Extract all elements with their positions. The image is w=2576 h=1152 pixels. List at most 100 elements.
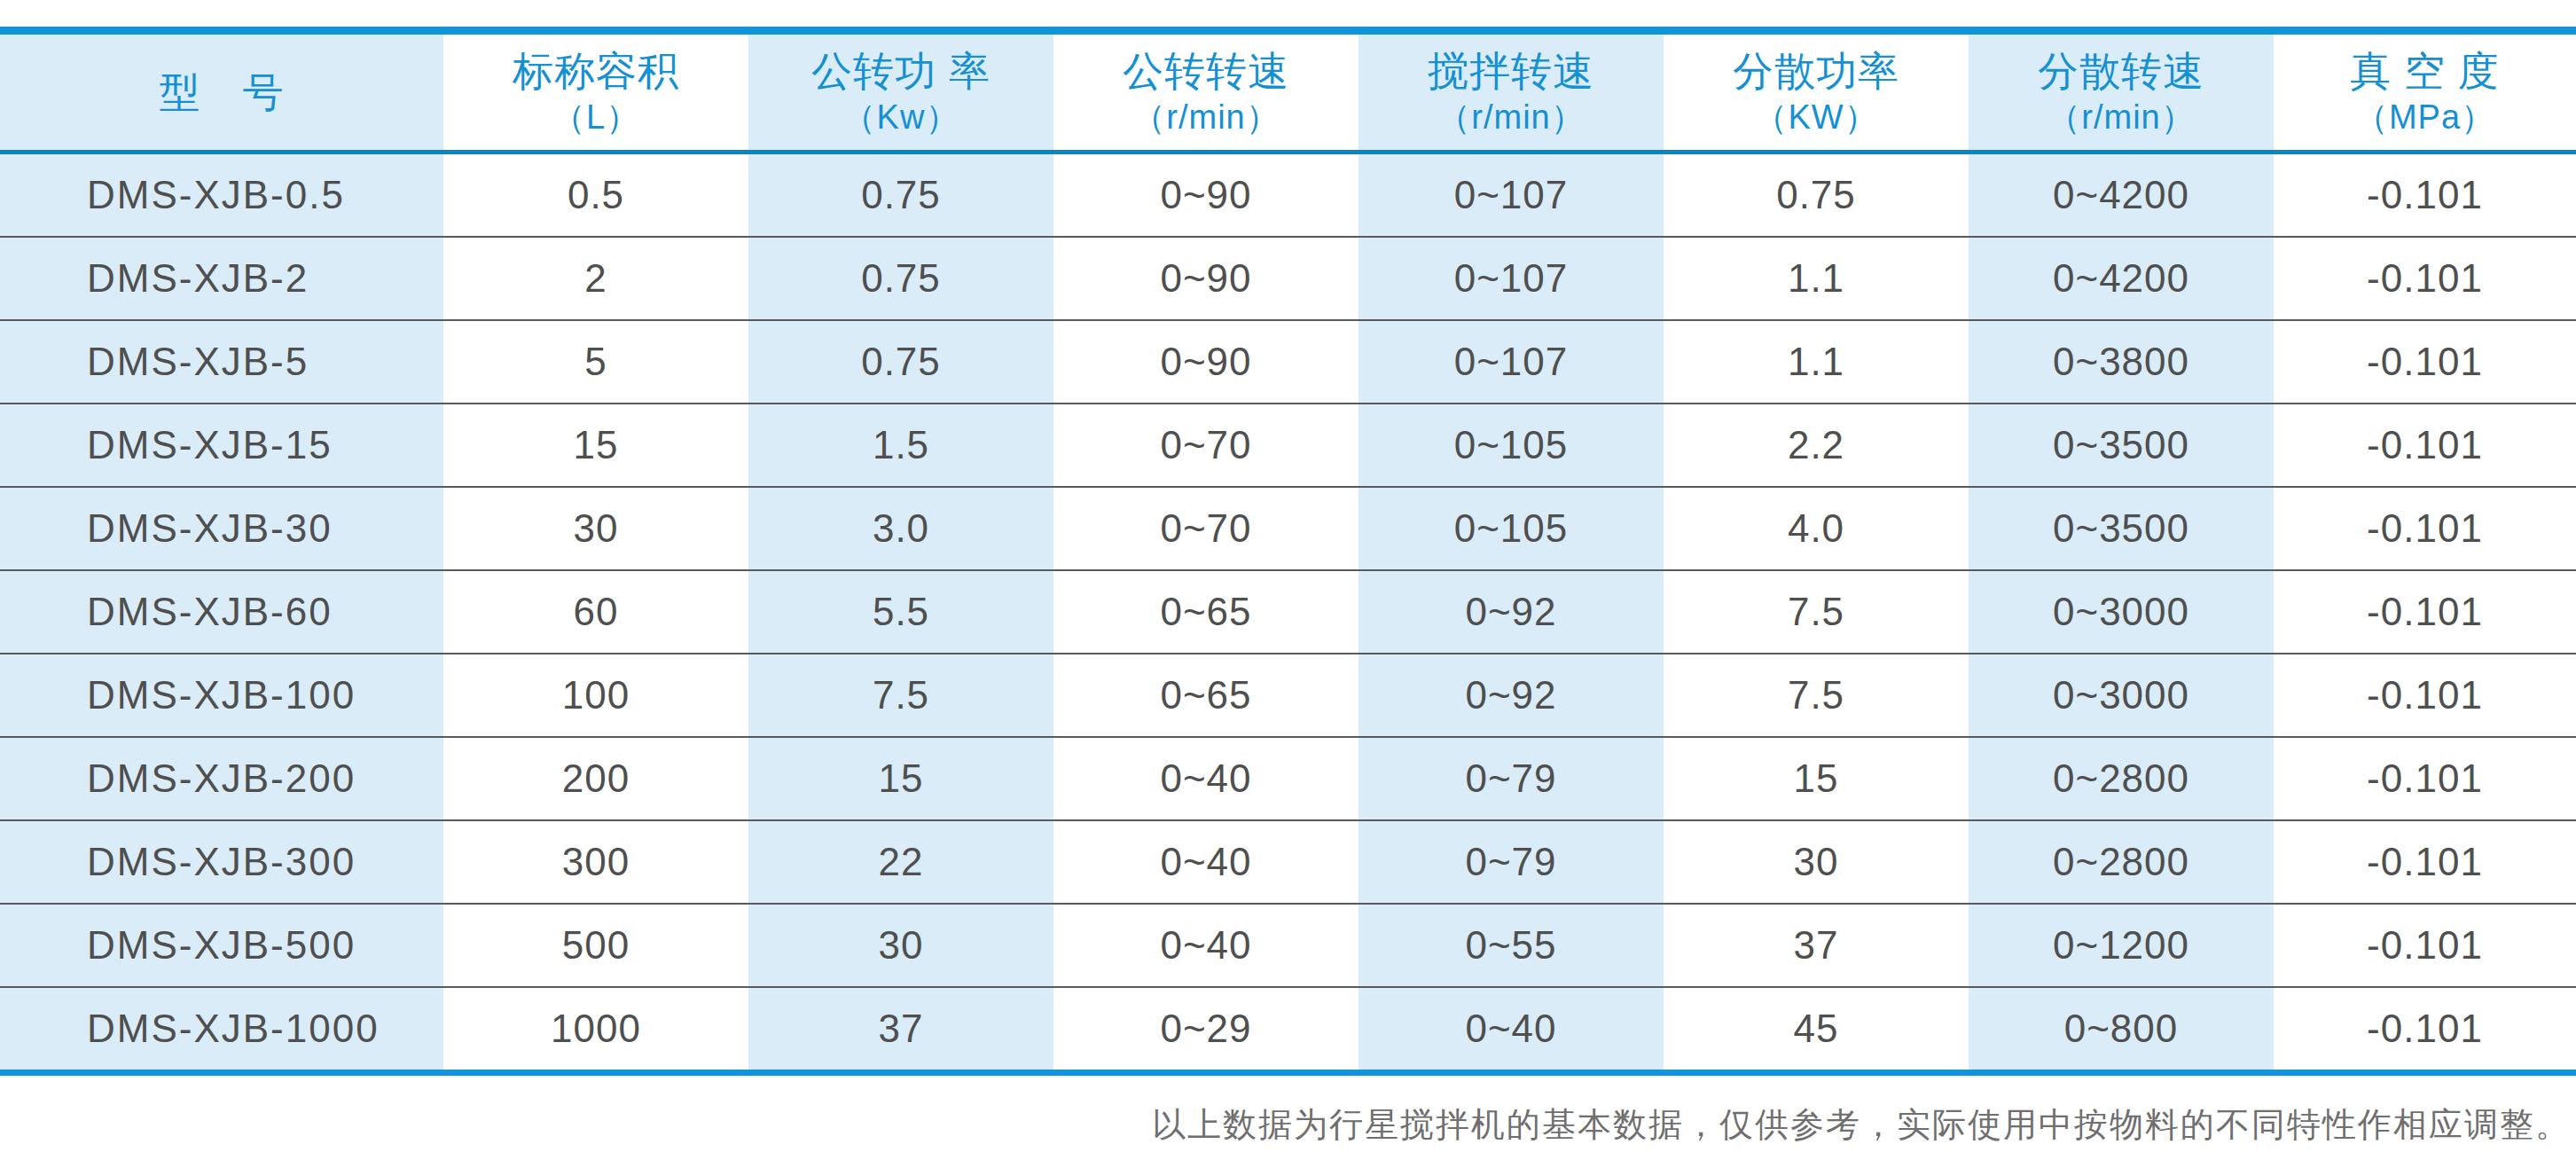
value-cell: -0.101 [2274,238,2576,319]
value-cell: 0~105 [1358,404,1664,486]
model-cell: DMS-XJB-300 [0,821,443,903]
planetary-mixer-spec-table: 型 号标称容积（L）公转功 率（Kw）公转转速（r/min）搅拌转速（r/min… [0,27,2576,1076]
column-header: 分散转速 （r/min） [1969,35,2274,150]
value-cell: 500 [443,905,748,986]
table-row: DMS-XJB-10001000370~290~40450~800-0.101 [0,986,2576,1070]
value-cell: 5.5 [748,571,1053,653]
value-cell: -0.101 [2274,321,2576,403]
column-label: 公转转速 [1123,51,1289,91]
value-cell: 0~92 [1358,654,1664,736]
value-cell: 0~105 [1358,488,1664,569]
value-cell: 15 [443,404,748,486]
value-cell: 30 [443,488,748,569]
value-cell: 0~79 [1358,821,1664,903]
spec-table-body: DMS-XJB-0.50.50.750~900~1070.750~4200-0.… [0,154,2576,1070]
value-cell: 15 [748,738,1053,819]
value-cell: 0~40 [1053,738,1358,819]
column-unit: （Kw） [842,100,960,134]
value-cell: 1.5 [748,404,1053,486]
value-cell: 0~90 [1053,321,1358,403]
value-cell: -0.101 [2274,654,2576,736]
footnote: 以上数据为行星搅拌机的基本数据，仅供参考，实际使用中按物料的不同特性作相应调整。 [1152,1102,2571,1148]
column-label: 搅拌转速 [1428,51,1594,91]
value-cell: 4.0 [1664,488,1969,569]
value-cell: 30 [1664,821,1969,903]
value-cell: -0.101 [2274,404,2576,486]
value-cell: 0.5 [443,154,748,236]
value-cell: 5 [443,321,748,403]
value-cell: 0~2800 [1969,821,2274,903]
column-label: 分散转速 [2038,51,2204,91]
value-cell: -0.101 [2274,154,2576,236]
value-cell: 0~90 [1053,154,1358,236]
value-cell: 0~107 [1358,321,1664,403]
value-cell: -0.101 [2274,571,2576,653]
column-header: 真 空 度 （MPa） [2274,35,2576,150]
value-cell: -0.101 [2274,738,2576,819]
model-cell: DMS-XJB-200 [0,738,443,819]
value-cell: -0.101 [2274,821,2576,903]
model-cell: DMS-XJB-1000 [0,988,443,1070]
value-cell: 0~4200 [1969,154,2274,236]
table-row: DMS-XJB-500500300~400~55370~1200-0.101 [0,903,2576,986]
value-cell: 0.75 [748,321,1053,403]
value-cell: 37 [1664,905,1969,986]
column-label: 真 空 度 [2350,51,2500,91]
value-cell: 3.0 [748,488,1053,569]
spec-table-header: 型 号标称容积（L）公转功 率（Kw）公转转速（r/min）搅拌转速（r/min… [0,35,2576,154]
column-header: 型 号 [0,35,443,150]
value-cell: 200 [443,738,748,819]
table-row: DMS-XJB-1001007.50~650~927.50~3000-0.101 [0,653,2576,736]
value-cell: 0.75 [748,154,1053,236]
table-row: DMS-XJB-300300220~400~79300~2800-0.101 [0,819,2576,903]
column-label: 公转功 率 [811,51,990,91]
table-row: DMS-XJB-200200150~400~79150~2800-0.101 [0,736,2576,819]
value-cell: 1.1 [1664,321,1969,403]
value-cell: 0~3500 [1969,488,2274,569]
column-label: 标称容积 [513,51,679,91]
model-cell: DMS-XJB-30 [0,488,443,569]
value-cell: 0~3000 [1969,654,2274,736]
column-header: 搅拌转速 （r/min） [1358,35,1664,150]
value-cell: 2 [443,238,748,319]
value-cell: 37 [748,988,1053,1070]
column-header: 分散功率（KW） [1664,35,1969,150]
value-cell: 0~3000 [1969,571,2274,653]
model-cell: DMS-XJB-60 [0,571,443,653]
column-unit: （r/min） [2047,100,2195,134]
value-cell: 0~65 [1053,654,1358,736]
table-row: DMS-XJB-0.50.50.750~900~1070.750~4200-0.… [0,154,2576,236]
table-row: DMS-XJB-15151.50~700~1052.20~3500-0.101 [0,403,2576,486]
value-cell: 0~70 [1053,404,1358,486]
value-cell: -0.101 [2274,988,2576,1070]
value-cell: 0~3500 [1969,404,2274,486]
value-cell: 60 [443,571,748,653]
model-cell: DMS-XJB-500 [0,905,443,986]
model-cell: DMS-XJB-100 [0,654,443,736]
value-cell: 45 [1664,988,1969,1070]
value-cell: 0~4200 [1969,238,2274,319]
value-cell: -0.101 [2274,488,2576,569]
column-unit: （r/min） [1437,100,1585,134]
value-cell: 0~55 [1358,905,1664,986]
column-header: 公转转速 （r/min） [1053,35,1358,150]
table-row: DMS-XJB-30303.00~700~1054.00~3500-0.101 [0,486,2576,569]
model-cell: DMS-XJB-5 [0,321,443,403]
value-cell: 0~40 [1053,905,1358,986]
value-cell: -0.101 [2274,905,2576,986]
value-cell: 2.2 [1664,404,1969,486]
value-cell: 0~1200 [1969,905,2274,986]
value-cell: 7.5 [1664,654,1969,736]
value-cell: 0~2800 [1969,738,2274,819]
value-cell: 0.75 [748,238,1053,319]
column-unit: （r/min） [1131,100,1280,134]
value-cell: 300 [443,821,748,903]
value-cell: 0~90 [1053,238,1358,319]
value-cell: 0~79 [1358,738,1664,819]
column-unit: （MPa） [2354,100,2495,134]
value-cell: 0~29 [1053,988,1358,1070]
model-cell: DMS-XJB-15 [0,404,443,486]
value-cell: 7.5 [1664,571,1969,653]
value-cell: 0~40 [1053,821,1358,903]
value-cell: 0~70 [1053,488,1358,569]
